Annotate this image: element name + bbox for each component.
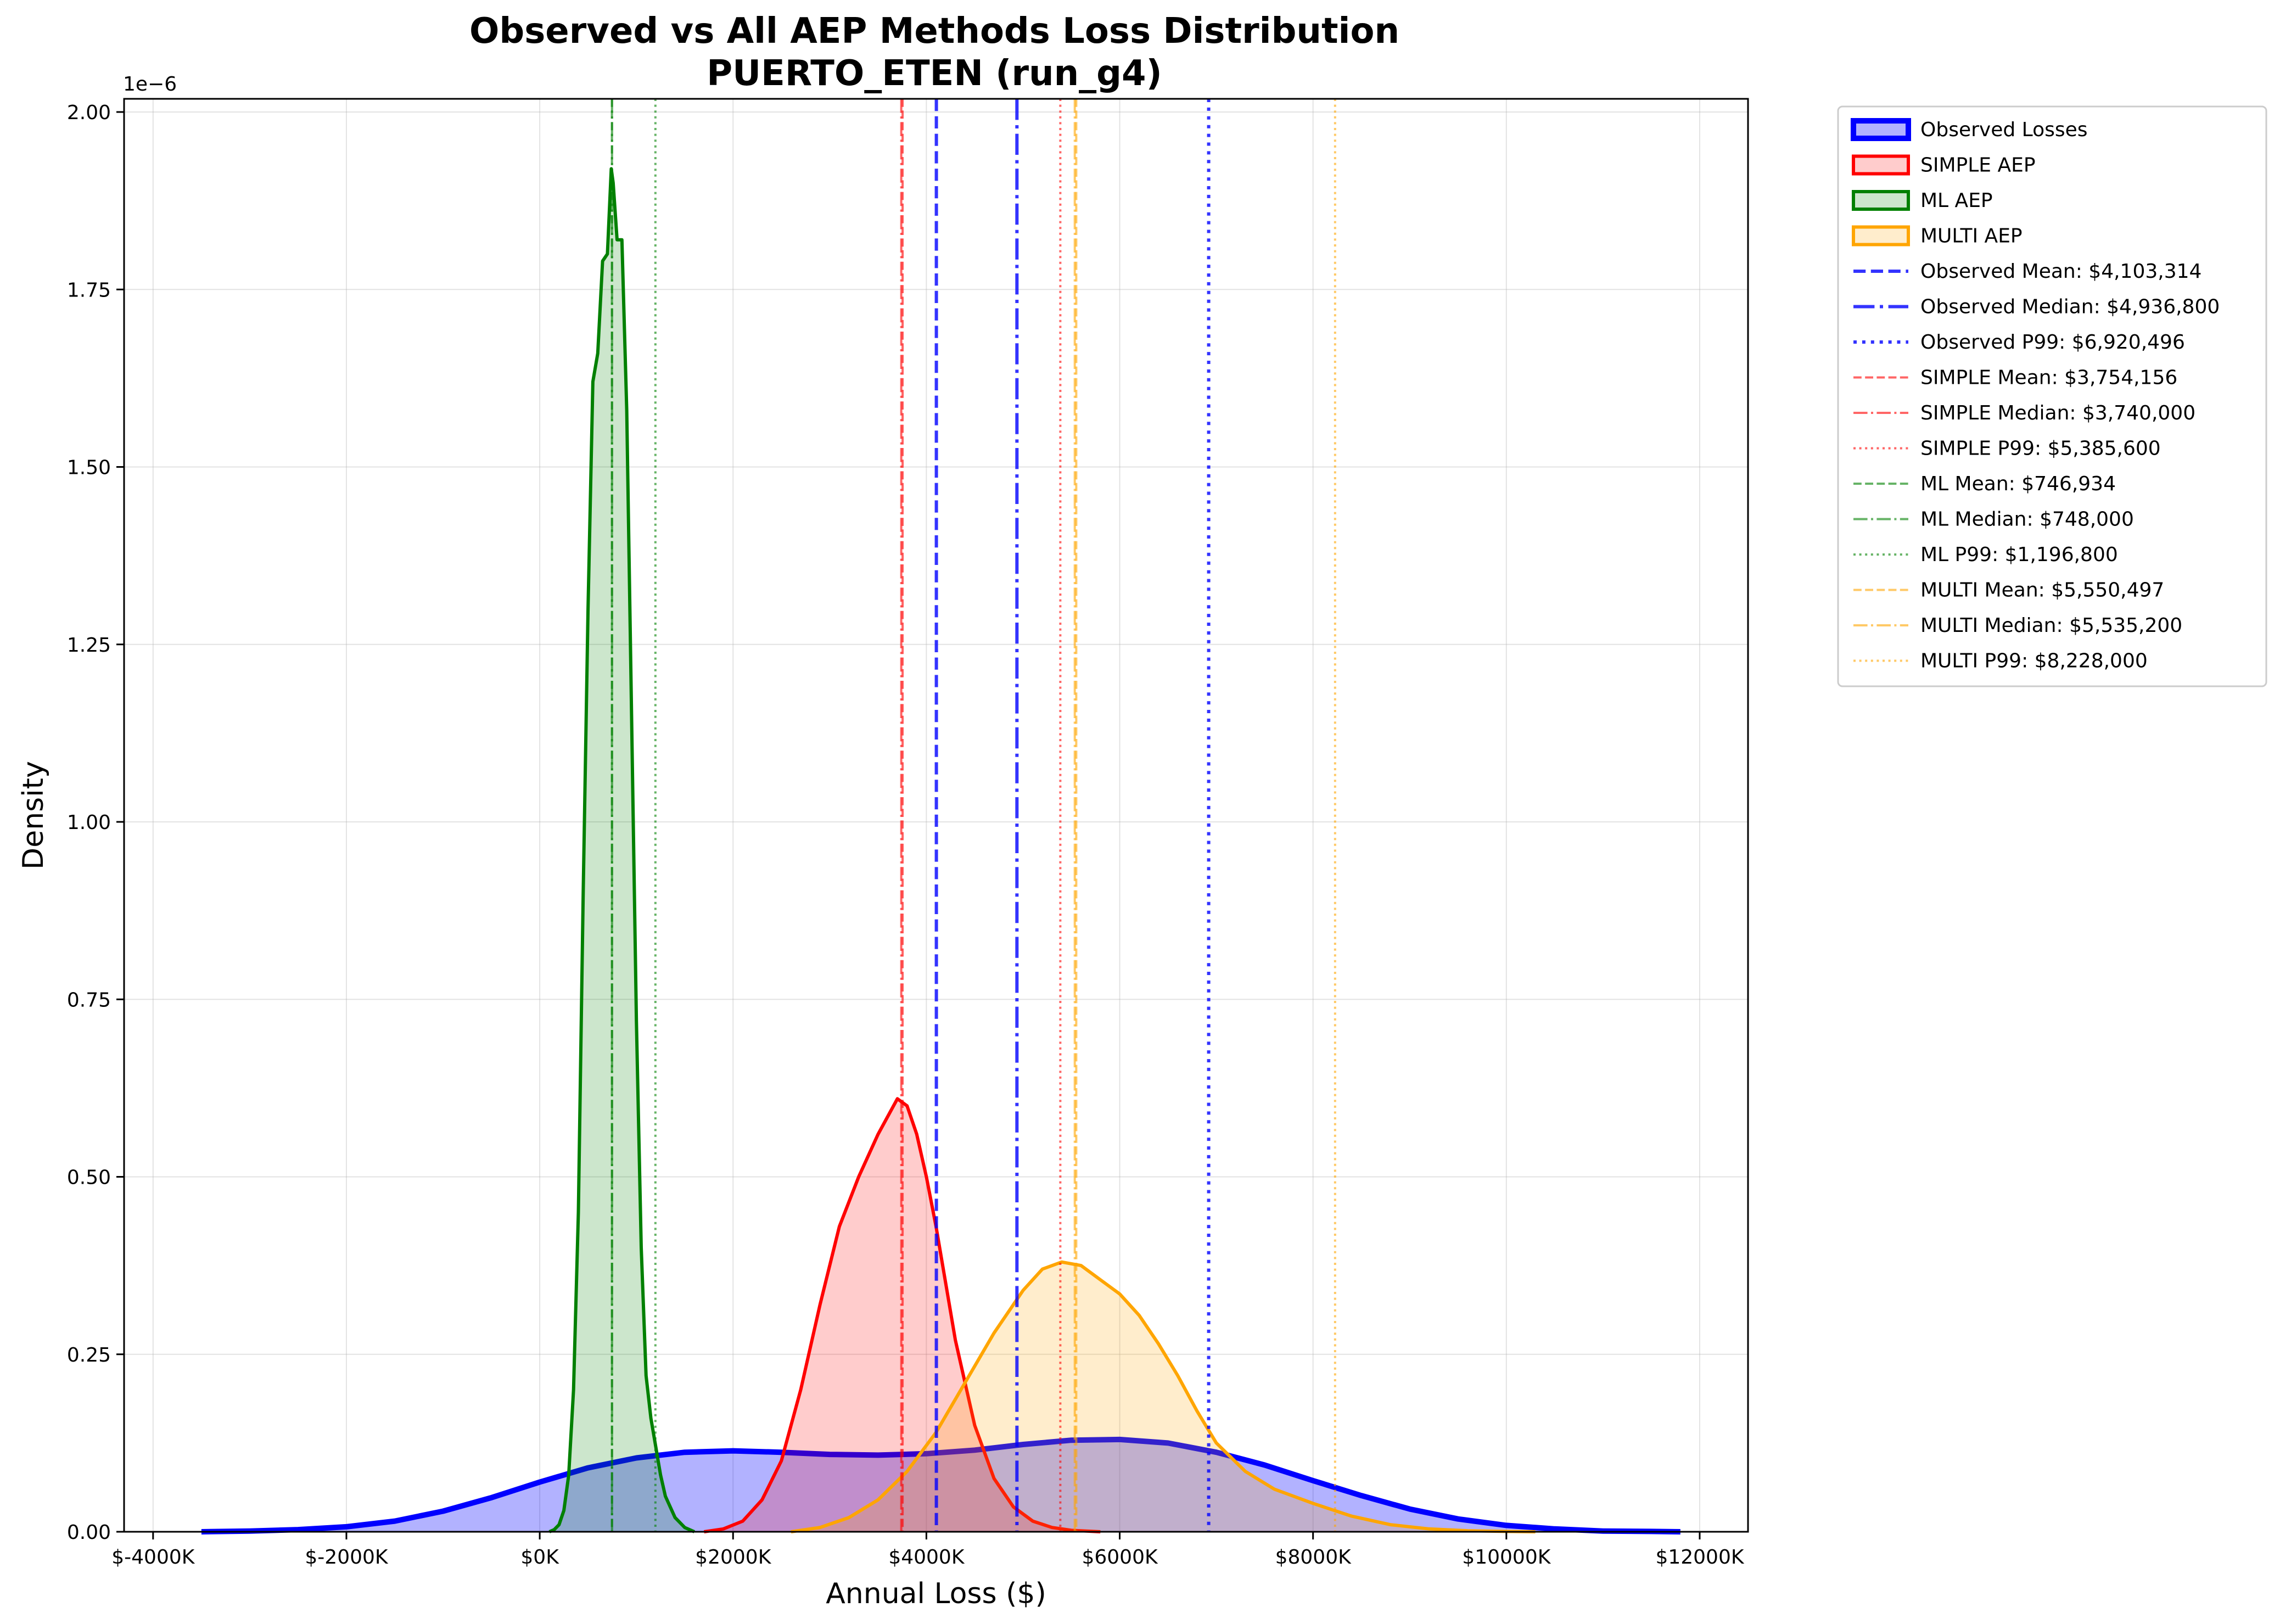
legend-label: SIMPLE P99: $5,385,600 [1920,438,2161,460]
legend-label: ML AEP [1920,189,1993,212]
legend-label: MULTI P99: $8,228,000 [1920,650,2148,673]
x-tick-label: $8000K [1275,1546,1352,1569]
x-tick-label: $2000K [695,1546,772,1569]
legend-label: MULTI Median: $5,535,200 [1920,614,2182,637]
series-2-area [549,169,694,1532]
legend-label: ML Mean: $746,934 [1920,473,2116,495]
series-2-line [548,167,696,1533]
x-axis: $-4000K $-2000K $0K $2000K $4000K $6000K $8000… [111,1532,1745,1569]
legend-label: Observed Mean: $4,103,314 [1920,260,2201,283]
legend-swatch [1852,154,1910,176]
legend-swatch [1852,225,1910,247]
y-tick-label: 0.25 [67,1344,111,1367]
series-0-area [201,1439,1680,1532]
legend: Observed Losses SIMPLE AEP ML AEP MULTI AEP… [1837,105,2267,687]
y-tick-label: 0.50 [67,1167,111,1189]
legend-label: Observed Median: $4,936,800 [1920,296,2220,318]
legend-label: ML P99: $1,196,800 [1920,544,2118,566]
y-tick-label: 0.00 [67,1521,111,1544]
legend-label: Observed Losses [1920,119,2088,141]
legend-label: SIMPLE Mean: $3,754,156 [1920,367,2177,389]
legend-label: ML Median: $748,000 [1920,508,2134,531]
legend-label: SIMPLE Median: $3,740,000 [1920,402,2195,424]
y-axis: 0.00 0.25 0.50 0.75 1.00 1.25 1.50 1.75 2.00 [67,102,124,1544]
reference-lines [610,99,1336,1532]
plot-frame [123,98,1749,1533]
y-tick-label: 1.75 [67,279,111,301]
y-tick-label: 1.00 [67,811,111,834]
legend-label: MULTI AEP [1920,225,2023,248]
legend-label: Observed P99: $6,920,496 [1920,331,2185,354]
y-tick-label: 0.75 [67,989,111,1011]
legend-label: SIMPLE AEP [1920,154,2036,177]
x-tick-label: $4000K [888,1546,965,1569]
legend-label: MULTI Mean: $5,550,497 [1920,579,2164,602]
y-tick-label: 1.50 [67,457,111,479]
series-3-line [791,1260,1536,1533]
legend-box [1837,105,2267,687]
x-tick-label: $-2000K [305,1546,389,1569]
x-tick-label: $-4000K [111,1546,195,1569]
y-tick-label: 2.00 [67,102,111,124]
x-tick-label: $0K [520,1546,559,1569]
y-tick-label: 1.25 [67,634,111,657]
x-tick-label: $6000K [1082,1546,1158,1569]
legend-swatch [1851,118,1911,141]
x-tick-label: $12000K [1655,1546,1744,1569]
chart-subtitle: PUERTO_ETEN (run_g4) [707,53,1162,94]
y-offset-label: 1e−6 [123,73,177,96]
series-3-area [791,1262,1536,1532]
series-0-line [201,1436,1680,1535]
x-tick-label: $10000K [1462,1546,1551,1569]
y-axis-label: Density [17,761,50,870]
legend-swatch [1852,190,1910,211]
x-axis-label: Annual Loss ($) [826,1577,1046,1610]
chart-title: Observed vs All AEP Methods Loss Distrib… [469,11,1399,52]
